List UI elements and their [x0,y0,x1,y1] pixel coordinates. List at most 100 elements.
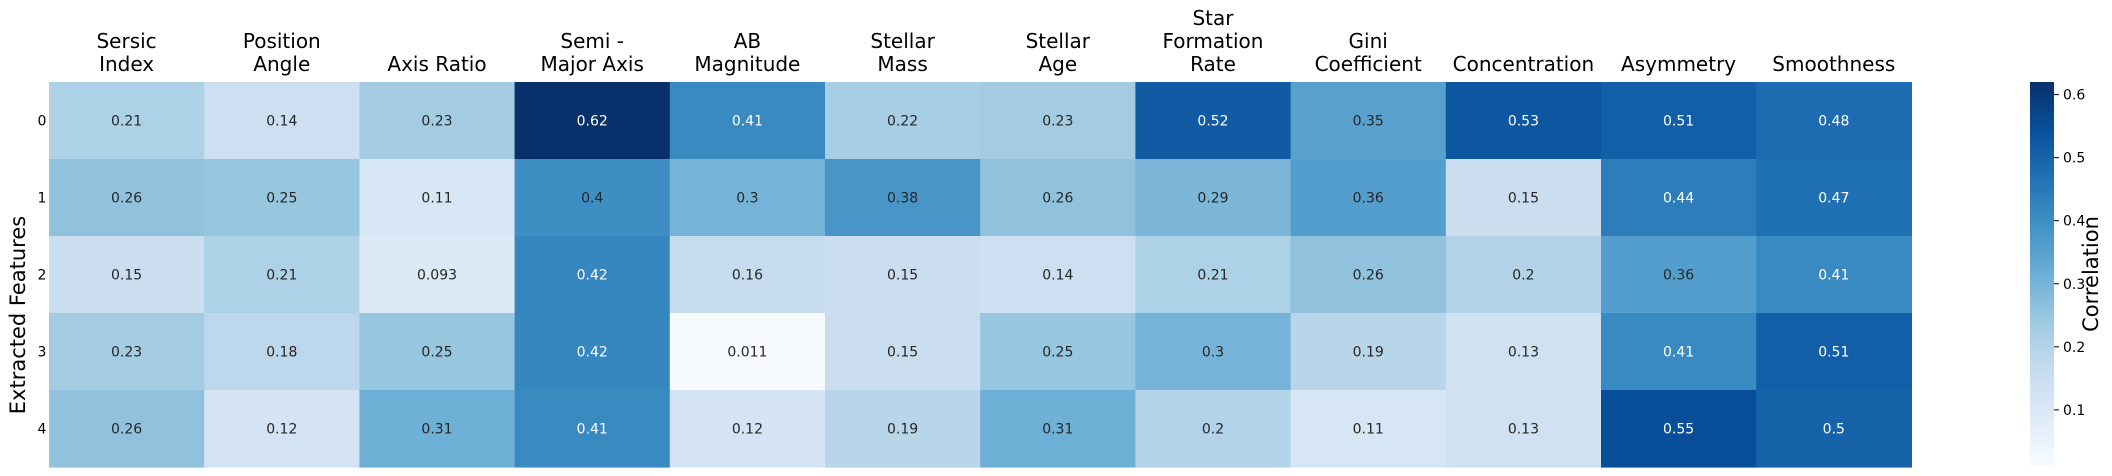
heatmap-cell [1756,390,1912,468]
column-label: Asymmetry [1621,52,1736,76]
row-labels: 0 1 2 3 4 [38,114,47,438]
column-label-line: Position [243,29,321,53]
heatmap-cell [980,82,1136,160]
heatmap-cell [1445,390,1602,468]
cell-value-label: 0.51 [1663,114,1694,130]
cell-value-label: 0.31 [421,422,452,438]
column-label-line: Coefficient [1315,52,1422,76]
cell-value-label: 0.25 [1042,345,1073,361]
column-label-line: Angle [253,52,310,76]
row-label: 3 [38,345,47,361]
cell-value-label: 0.42 [577,345,608,361]
column-label: Axis Ratio [387,52,486,76]
heatmap-cell [204,236,360,314]
heatmap-cell [1445,159,1602,237]
column-label-line: Stellar [1026,29,1091,53]
heatmap-cell [1601,390,1757,468]
column-label-line: AB [734,29,761,53]
heatmap-cell [514,313,671,391]
heatmap-cell [49,236,205,314]
column-label: Gini Coefficient [1315,29,1422,76]
heatmap-cell [1290,82,1447,160]
heatmap-cell [514,82,671,160]
colorbar-ticks: 0.1 0.2 0.3 0.4 0.5 0.6 [2054,88,2085,419]
cell-value-label: 0.25 [421,345,452,361]
cell-value-label: 0.52 [1197,114,1228,130]
cell-value-label: 0.26 [111,422,142,438]
cell-value-label: 0.12 [732,422,763,438]
cell-value-label: 0.12 [266,422,297,438]
cell-value-label: 0.11 [421,191,452,207]
heatmap-cell [514,236,671,314]
cell-value-label: 0.21 [1197,268,1228,284]
cell-value-label: 0.36 [1663,268,1694,284]
column-label-line: Smoothness [1772,52,1895,76]
colorbar-tick-label: 0.4 [2063,214,2085,230]
heatmap-cell [1445,236,1602,314]
cell-value-label: 0.21 [266,268,297,284]
heatmap-cell [1135,82,1292,160]
cell-value-label: 0.31 [1042,422,1073,438]
cell-value-label: 0.15 [887,345,918,361]
heatmap-cell [1756,236,1912,314]
heatmap-cell [514,159,671,237]
colorbar [2030,82,2054,466]
cell-value-label: 0.4 [581,191,603,207]
cell-value-label: 0.25 [266,191,297,207]
colorbar-tick-label: 0.6 [2063,88,2085,104]
column-label: Sersic Index [96,29,156,76]
cell-value-label: 0.26 [1042,191,1073,207]
cell-value-label: 0.19 [1353,345,1384,361]
cell-value-label: 0.47 [1818,191,1849,207]
column-label-line: Sersic [96,29,156,53]
column-label-line: Concentration [1453,52,1594,76]
cell-value-label: 0.62 [577,114,608,130]
column-label: Semi -Major Axis [541,29,644,76]
column-label-line: Stellar [870,29,935,53]
heatmap-cell [359,313,516,391]
heatmap-cell [669,236,826,314]
cell-value-label: 0.41 [1818,268,1849,284]
column-label-line: Magnitude [694,52,800,76]
cell-value-label: 0.18 [266,345,297,361]
cell-value-label: 0.41 [732,114,763,130]
row-label: 2 [38,268,47,284]
y-axis-title: Extracted Features [6,216,30,414]
heatmap-cell [669,82,826,160]
heatmap-cell [825,159,981,237]
cell-value-label: 0.38 [887,191,918,207]
column-label-line: Star [1192,6,1234,30]
heatmap-cell [1601,159,1757,237]
row-label: 1 [38,191,47,207]
heatmap-cell [1756,313,1912,391]
cell-value-label: 0.13 [1508,345,1539,361]
heatmap-cell [514,390,671,468]
cell-value-label: 0.26 [1353,268,1384,284]
heatmap-cell [1756,159,1912,237]
column-label: Star Formation Rate [1163,6,1264,76]
heatmap-cell [669,313,826,391]
heatmap-cell [1135,159,1292,237]
row-label: 0 [38,114,47,130]
heatmap-cell [49,82,205,160]
heatmap-cell [980,236,1136,314]
column-label-line: Formation [1163,29,1264,53]
heatmap-cell [1445,313,1602,391]
colorbar-tick-label: 0.5 [2063,151,2085,167]
cell-value-label: 0.093 [417,268,457,284]
cell-value-label: 0.14 [266,114,297,130]
cells-layer: 0.21 0.14 0.23 0.62 0.41 0.22 0.23 0.52 0.35 0.53… [49,82,1912,468]
heatmap-cell [1135,236,1292,314]
cell-value-label: 0.53 [1508,114,1539,130]
column-label-line: Index [99,52,154,76]
heatmap-cell [49,390,205,468]
heatmap-cell [1601,236,1757,314]
heatmap-cell [204,82,360,160]
heatmap-cell [669,390,826,468]
heatmap-cell [49,313,205,391]
heatmap-cell [1290,313,1447,391]
column-label-line: Semi - [560,29,624,53]
column-label: Stellar Age [1026,29,1091,76]
column-label: Concentration [1453,52,1594,76]
